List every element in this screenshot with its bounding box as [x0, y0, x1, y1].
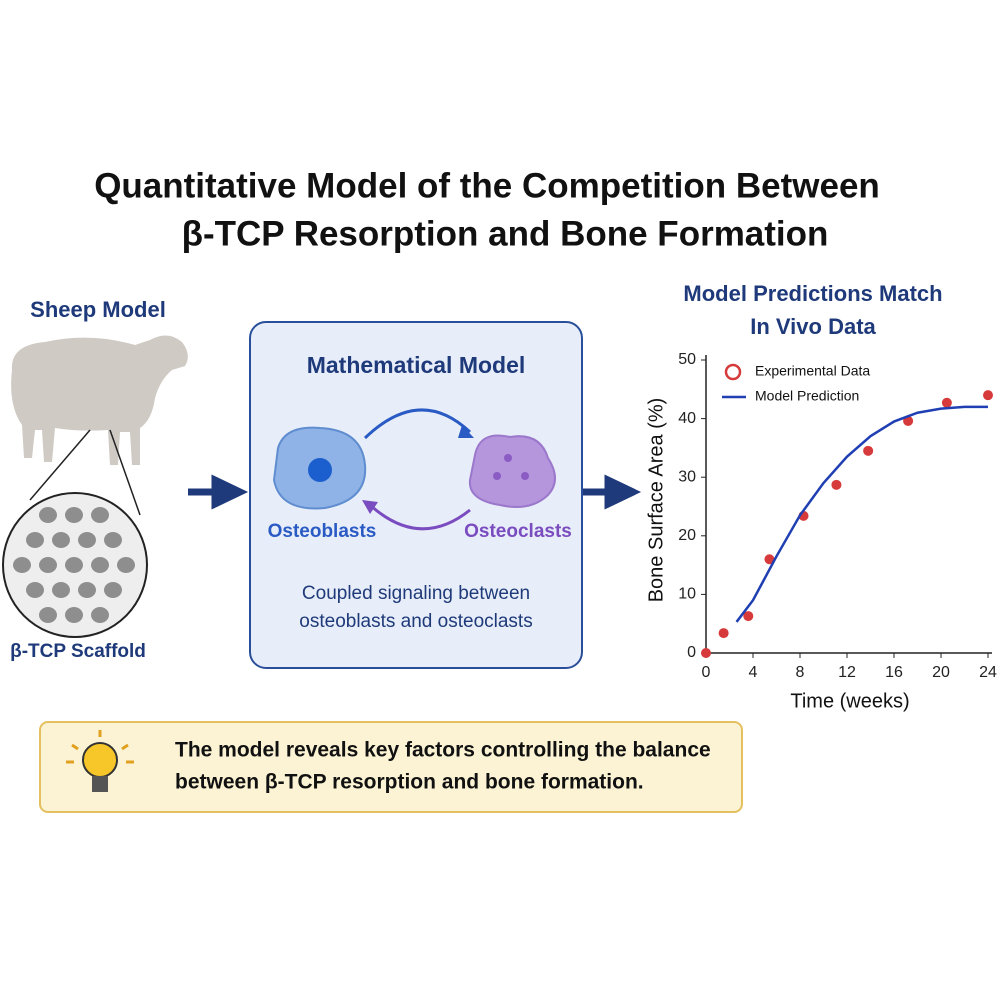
pore — [26, 582, 44, 598]
box-title: Mathematical Model — [307, 352, 526, 378]
legend-label: Experimental Data — [755, 363, 870, 379]
y-tick-label: 0 — [687, 644, 696, 661]
data-point — [831, 479, 842, 490]
nucleus — [308, 458, 332, 482]
model-line — [735, 405, 988, 623]
box-caption: osteoblasts and osteoclasts — [299, 611, 532, 632]
chart: Model Predictions Match In Vivo Data 0 10 20… — [645, 281, 997, 712]
pore — [65, 607, 83, 623]
x-tick-label: 12 — [838, 664, 856, 681]
nucleus — [521, 472, 529, 480]
pore — [104, 582, 122, 598]
pore — [91, 607, 109, 623]
pore — [65, 557, 83, 573]
pore — [65, 507, 83, 523]
model-box — [249, 321, 583, 669]
insight-text: between β-TCP resorption and bone format… — [175, 771, 644, 794]
osteoclast-cell — [468, 434, 556, 508]
x-tick-label: 8 — [796, 664, 805, 681]
nucleus — [504, 454, 512, 462]
legend-marker — [724, 363, 742, 381]
insight-text: The model reveals key factors controllin… — [175, 739, 711, 762]
chart-title: In Vivo Data — [750, 314, 876, 339]
y-tick-label: 40 — [678, 410, 696, 427]
nucleus — [493, 472, 501, 480]
pore — [39, 557, 57, 573]
x-tick-label: 24 — [979, 664, 997, 681]
x-tick-label: 4 — [749, 664, 758, 681]
y-tick-label: 10 — [678, 586, 696, 603]
data-point — [863, 445, 874, 456]
data-point — [701, 648, 711, 658]
pore — [13, 557, 31, 573]
chart-title: Model Predictions Match — [683, 281, 942, 306]
insight-box — [39, 721, 743, 813]
y-tick-label: 50 — [678, 351, 696, 368]
pore — [91, 557, 109, 573]
pore — [78, 532, 96, 548]
signal-arrow — [363, 408, 472, 440]
data-point — [941, 397, 952, 408]
pore — [104, 532, 122, 548]
scaffold-pores — [13, 507, 135, 623]
bulb-icon — [66, 730, 134, 792]
data-point — [764, 554, 775, 565]
x-tick-label: 20 — [932, 664, 950, 681]
cell-label: Osteoclasts — [464, 521, 572, 542]
x-tick-label: 0 — [702, 664, 711, 681]
x-axis-label: Time (weeks) — [790, 690, 909, 712]
panel-label: Sheep Model — [30, 297, 166, 322]
title-line: β-TCP Resorption and Bone Formation — [182, 214, 829, 253]
x-tick-label: 16 — [885, 664, 903, 681]
pore — [52, 532, 70, 548]
sheep-icon — [11, 335, 188, 465]
flow-arrow — [582, 474, 642, 510]
panel-label: β-TCP Scaffold — [10, 641, 146, 662]
data-point — [983, 390, 993, 401]
signal-arrow — [368, 503, 471, 531]
pore — [78, 582, 96, 598]
arrow-head — [362, 500, 378, 514]
title-line: Quantitative Model of the Competition Be… — [94, 166, 880, 205]
pore — [39, 507, 57, 523]
pore — [52, 582, 70, 598]
flow-arrow — [188, 474, 249, 510]
pore — [26, 532, 44, 548]
box-caption: Coupled signaling between — [302, 583, 530, 604]
pore — [117, 557, 135, 573]
connector — [109, 429, 141, 516]
y-axis-label: Bone Surface Area (%) — [645, 398, 667, 603]
y-tick-label: 30 — [678, 468, 696, 485]
y-tick-label: 20 — [678, 527, 696, 544]
connector — [29, 429, 91, 501]
data-point — [743, 611, 754, 622]
pore — [39, 607, 57, 623]
cell-label: Osteoblasts — [268, 521, 377, 542]
arrow-head — [458, 425, 474, 438]
data-point — [718, 628, 729, 639]
legend-label: Model Prediction — [755, 388, 859, 404]
pore — [91, 507, 109, 523]
